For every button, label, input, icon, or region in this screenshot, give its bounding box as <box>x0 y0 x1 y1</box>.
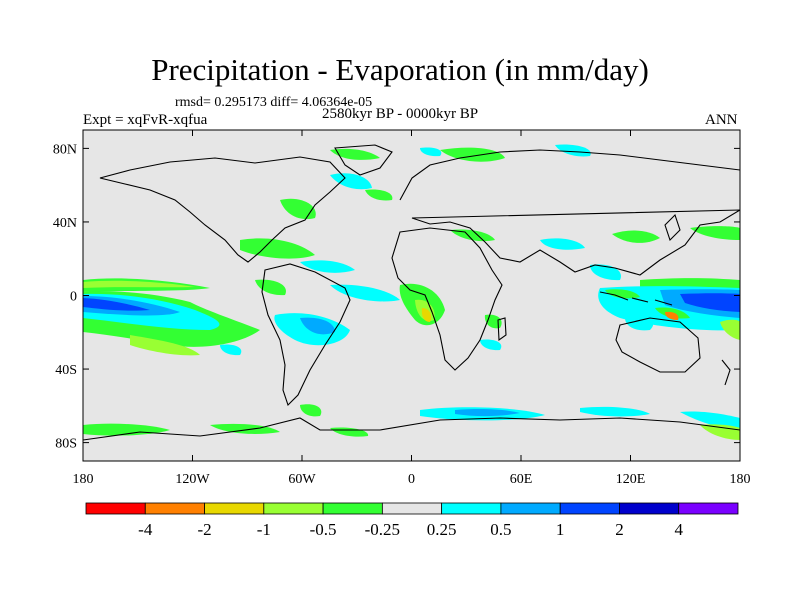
anomaly-patch <box>625 317 654 331</box>
anomaly-patch <box>540 238 585 250</box>
colorbar-label: -1 <box>257 520 271 539</box>
stats-line: rmsd= 0.295173 diff= 4.06364e-05 <box>175 95 373 110</box>
colorbar-swatch <box>381 502 443 515</box>
anomaly-patch <box>590 264 621 281</box>
coastlines <box>83 144 740 441</box>
x-tick-label: 120E <box>616 472 646 487</box>
anomaly-patch <box>300 404 322 417</box>
coastline-indonesia <box>599 291 673 306</box>
anomaly-patch <box>220 344 242 356</box>
coastline-africa <box>391 227 503 371</box>
x-tick-label: 60E <box>510 472 533 487</box>
colorbar-swatch <box>678 502 739 515</box>
anomaly-patch <box>440 147 505 162</box>
anomaly-patch <box>421 308 432 322</box>
anomaly-patch <box>450 229 495 242</box>
colorbar-swatch <box>500 502 561 515</box>
anomaly-patch <box>580 406 650 417</box>
anomaly-patch <box>83 298 150 311</box>
anomaly-patch <box>455 409 520 417</box>
colorbar-swatch <box>619 502 680 515</box>
coastline-madagascar <box>497 317 507 342</box>
y-tick-label: 40S <box>55 363 77 378</box>
anomaly-patch <box>480 339 502 351</box>
anomaly-patch <box>605 289 640 299</box>
colorbar-swatch <box>322 502 383 515</box>
coastline-south-america <box>261 263 351 407</box>
colorbar-label: 0.5 <box>490 520 511 539</box>
colorbar-label: 1 <box>556 520 565 539</box>
x-axis: 180 120W 60W 0 60E 120E 180 <box>73 130 751 487</box>
x-tick-label: 180 <box>73 472 94 487</box>
colorbar-swatch <box>441 502 502 515</box>
coastline-antarctica <box>83 417 740 441</box>
colorbar-label: 0.25 <box>427 520 457 539</box>
coastline-greenland <box>334 144 393 176</box>
coastline-japan <box>664 213 681 242</box>
y-axis: 80N 40N 0 40S 80S <box>53 142 740 452</box>
x-tick-label: 180 <box>730 472 751 487</box>
colorbar-label: -2 <box>197 520 211 539</box>
anomaly-patch <box>690 226 740 240</box>
anomaly-patch <box>330 173 372 190</box>
colorbar-label: 4 <box>674 520 683 539</box>
y-tick-label: 80S <box>55 437 77 452</box>
anomaly-patch <box>680 293 740 312</box>
anomaly-patch <box>555 144 591 157</box>
anomaly-patch <box>330 284 400 302</box>
anomaly-patch <box>280 198 316 220</box>
anomaly-patch <box>665 311 679 320</box>
x-tick-label: 0 <box>408 472 415 487</box>
season-label: ANN <box>705 112 738 128</box>
y-tick-label: 80N <box>53 142 77 157</box>
colorbar-label: -0.5 <box>310 520 337 539</box>
anomaly-field <box>83 144 740 440</box>
anomaly-patch <box>330 148 380 160</box>
anomaly-patch <box>210 423 280 434</box>
anomaly-patch <box>300 317 335 335</box>
y-tick-label: 0 <box>70 290 77 305</box>
anomaly-patch <box>720 319 740 340</box>
period-label: 2580kyr BP - 0000kyr BP <box>322 106 479 122</box>
colorbar-swatch <box>559 502 620 515</box>
anomaly-patch <box>365 189 393 201</box>
anomaly-patch <box>420 147 442 157</box>
experiment-label: Expt = xqFvR-xqfua <box>83 112 208 128</box>
coastline-australia <box>615 317 701 373</box>
coastline-eurasia <box>399 149 740 276</box>
coastline-new-zealand <box>721 359 731 386</box>
anomaly-patch <box>300 260 355 273</box>
x-tick-label: 60W <box>288 472 316 487</box>
coastline-north-america <box>99 156 346 263</box>
anomaly-patch <box>130 335 200 356</box>
x-tick-label: 120W <box>175 472 210 487</box>
anomaly-patch <box>612 230 660 243</box>
colorbar-label: -4 <box>138 520 153 539</box>
colorbar-swatch <box>204 502 265 515</box>
colorbar-swatch <box>144 502 205 515</box>
page-title: Precipitation - Evaporation (in mm/day) <box>151 52 649 87</box>
colorbar-swatch <box>85 502 146 515</box>
colorbar-label: 2 <box>615 520 624 539</box>
anomaly-patch <box>83 280 195 288</box>
y-tick-label: 40N <box>53 216 77 231</box>
colorbar-label: -0.25 <box>365 520 400 539</box>
colorbar: -4 -2 -1 -0.5 -0.25 0.25 0.5 1 2 4 <box>85 502 739 539</box>
colorbar-swatch <box>263 502 324 515</box>
